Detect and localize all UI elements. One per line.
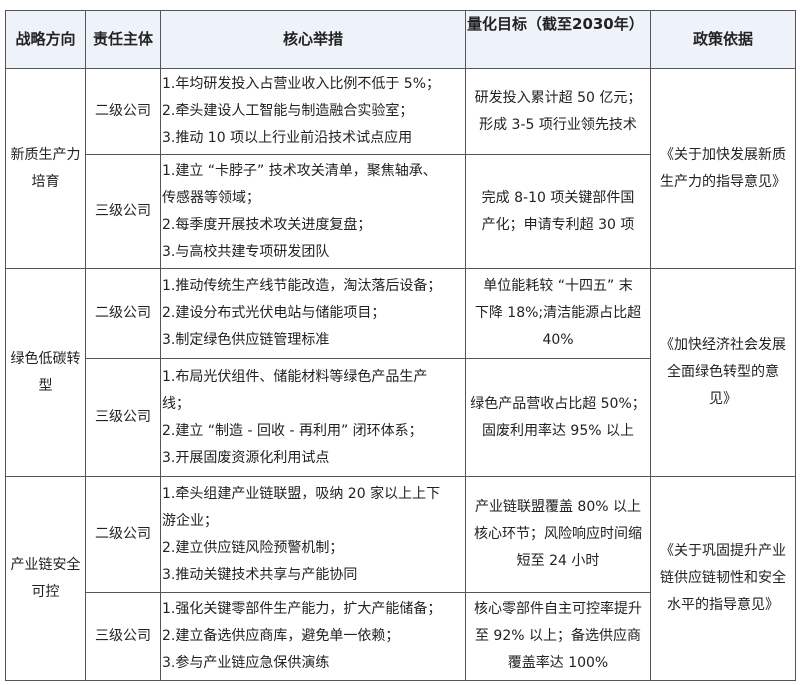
policy-basis-line: 生产力的指导意见》: [660, 173, 786, 190]
core-measures-line: 3.开展固废资源化利用试点: [162, 449, 330, 466]
quantified-targets: 研发投入累计超 50 亿元； 形成 3-5 项行业领先技术: [465, 68, 651, 155]
responsible-entity: 三级公司: [85, 358, 161, 477]
quantified-targets: 产业链联盟覆盖 80% 以上 核心环节；风险响应时间缩 短至 24 小时: [465, 476, 651, 593]
quantified-targets-line: 至 92% 以上；备选供应商: [474, 628, 642, 644]
header-targets: 量化目标（截至2030年）: [465, 10, 651, 69]
responsible-entity: 三级公司: [85, 592, 161, 681]
core-measures-line: 传感器等领域；: [162, 189, 260, 206]
header-row: 战略方向 责任主体 核心举措 量化目标（截至2030年） 政策依据: [5, 10, 796, 69]
responsible-entity: 二级公司: [85, 476, 161, 593]
core-measures-line: 游企业；: [162, 512, 218, 529]
strategy-table: 战略方向 责任主体 核心举措 量化目标（截至2030年） 政策依据 新质生产力培…: [5, 10, 796, 681]
quantified-targets-line: 短至 24 小时: [516, 553, 600, 569]
core-measures-line: 1.年均研发投入占营业收入比例不低于 5%；: [162, 76, 441, 92]
core-measures-line: 2.建立 “制造 - 回收 - 再利用” 闭环体系；: [162, 422, 423, 439]
policy-basis: 《关于巩固提升产业 链供应链韧性和安全 水平的指导意见》: [650, 476, 796, 681]
quantified-targets-line: 形成 3-5 项行业领先技术: [479, 116, 637, 133]
strategy-direction: 绿色低碳转型: [5, 268, 86, 477]
quantified-targets: 单位能耗较 “十四五” 末下降 18%;清洁能源占比超 40%: [465, 268, 651, 359]
quantified-targets-line: 40%: [542, 332, 574, 348]
header-direction: 战略方向: [5, 10, 86, 69]
responsible-entity: 二级公司: [85, 268, 161, 359]
core-measures-line: 1.建立 “卡脖子” 技术攻关清单，聚焦轴承、: [162, 162, 437, 179]
quantified-targets-line: 产化；申请专利超 30 项: [481, 216, 635, 233]
responsible-entity: 三级公司: [85, 154, 161, 269]
core-measures-line: 2.建立备选供应商库，避免单一依赖；: [162, 628, 400, 644]
table-row: 新质生产力 培育 二级公司 1.年均研发投入占营业收入比例不低于 5%； 2.牵头建设人…: [5, 68, 796, 269]
core-measures-line: 1.推动传统生产线节能改造，淘汰落后设备；: [162, 278, 442, 294]
core-measures-line: 1.强化关键零部件生产能力，扩大产能储备；: [162, 601, 442, 617]
core-measures-line: 3.参与产业链应急保供演练: [162, 655, 330, 671]
quantified-targets-line: 下降 18%;清洁能源占比超: [474, 305, 642, 321]
core-measures-line: 3.推动关键技术共享与产能协同: [162, 566, 358, 583]
quantified-targets-line: 完成 8-10 项关键部件国: [481, 189, 635, 206]
policy-basis-line: 全面绿色转型的意: [667, 364, 779, 380]
core-measures: 1.建立 “卡脖子” 技术攻关清单，聚焦轴承、 传感器等领域； 2.每季度开展技术攻…: [160, 154, 466, 269]
policy-basis: 《加快经济社会发展 全面绿色转型的意 见》: [650, 268, 796, 477]
quantified-targets-line: 固废利用率达 95% 以上: [481, 422, 635, 439]
policy-basis-line: 《加快经济社会发展: [660, 337, 786, 353]
core-measures: 1.推动传统生产线节能改造，淘汰落后设备； 2.建设分布式光伏电站与储能项目； 3.…: [160, 268, 466, 359]
header-owner: 责任主体: [85, 10, 161, 69]
quantified-targets-line: 覆盖率达 100%: [507, 655, 609, 671]
policy-basis: 《关于加快发展新质 生产力的指导意见》: [650, 68, 796, 269]
core-measures-line: 2.牵头建设人工智能与制造融合实验室；: [162, 103, 414, 119]
quantified-targets: 完成 8-10 项关键部件国 产化；申请专利超 30 项: [465, 154, 651, 269]
policy-basis-line: 水平的指导意见》: [667, 597, 779, 613]
core-measures: 1.强化关键零部件生产能力，扩大产能储备； 2.建立备选供应商库，避免单一依赖； 3…: [160, 592, 466, 681]
core-measures-line: 2.每季度开展技术攻关进度复盘；: [162, 216, 372, 233]
core-measures-line: 3.与高校共建专项研发团队: [162, 243, 330, 260]
quantified-targets-line: 绿色产品营收占比超 50%；: [470, 395, 646, 412]
core-measures-line: 1.牵头组建产业链联盟，吸纳 20 家以上上下: [162, 485, 441, 502]
quantified-targets-line: 核心零部件自主可控率提升: [474, 601, 642, 617]
strategy-direction-line: 培育: [31, 173, 60, 190]
strategy-direction-line: 型: [38, 377, 53, 394]
strategy-direction-line: 可控: [31, 583, 60, 600]
table-row: 三级公司 1.建立 “卡脖子” 技术攻关清单，聚焦轴承、 传感器等领域； 2.每季度开…: [6, 154, 796, 269]
table-row: 产业链安全 可控 二级公司 1.牵头组建产业链联盟，吸纳 20 家以上上下 游企业； 2.…: [5, 476, 796, 681]
table-row: 三级公司 1.布局光伏组件、储能材料等绿色产品生产 线； 2.建立 “制造 - 回收 …: [6, 358, 796, 477]
responsible-entity: 二级公司: [85, 68, 161, 155]
policy-basis-line: 《关于加快发展新质: [660, 146, 786, 163]
strategy-direction-line: 绿色低碳转: [10, 350, 81, 367]
header-policy: 政策依据: [650, 10, 796, 69]
core-measures-line: 3.制定绿色供应链管理标准: [162, 332, 330, 348]
quantified-targets-line: 产业链联盟覆盖 80% 以上: [474, 499, 642, 515]
strategy-direction-line: 产业链安全: [10, 556, 81, 573]
quantified-targets-line: 研发投入累计超 50 亿元；: [474, 89, 642, 106]
table-row: 绿色低碳转型二级公司 1.推动传统生产线节能改造，淘汰落后设备； 2.建设分布式光伏…: [5, 268, 796, 477]
core-measures-line: 2.建立供应链风险预警机制；: [162, 539, 344, 556]
policy-basis-line: 见》: [709, 391, 737, 407]
core-measures: 1.年均研发投入占营业收入比例不低于 5%； 2.牵头建设人工智能与制造融合实验室…: [160, 68, 466, 155]
table-row: 三级公司 1.强化关键零部件生产能力，扩大产能储备； 2.建立备选供应商库，避免单一…: [6, 592, 796, 681]
core-measures-line: 1.布局光伏组件、储能材料等绿色产品生产: [162, 368, 428, 385]
quantified-targets-line: 核心环节；风险响应时间缩: [474, 526, 642, 542]
core-measures: 1.布局光伏组件、储能材料等绿色产品生产 线； 2.建立 “制造 - 回收 - 再利…: [160, 358, 466, 477]
strategy-direction: 产业链安全 可控: [5, 476, 86, 681]
core-measures-line: 3.推动 10 项以上行业前沿技术试点应用: [162, 130, 413, 146]
policy-basis-line: 《关于巩固提升产业: [660, 543, 786, 559]
header-measures: 核心举措: [160, 10, 466, 69]
strategy-direction-line: 新质生产力: [10, 146, 81, 163]
quantified-targets: 绿色产品营收占比超 50%； 固废利用率达 95% 以上: [465, 358, 651, 477]
quantified-targets-line: 单位能耗较 “十四五” 末: [483, 278, 633, 294]
policy-basis-line: 链供应链韧性和安全: [660, 570, 786, 586]
core-measures: 1.牵头组建产业链联盟，吸纳 20 家以上上下 游企业； 2.建立供应链风险预警机制…: [160, 476, 466, 593]
core-measures-line: 线；: [162, 395, 190, 412]
core-measures-line: 2.建设分布式光伏电站与储能项目；: [162, 305, 386, 321]
quantified-targets: 核心零部件自主可控率提升至 92% 以上；备选供应商 覆盖率达 100%: [465, 592, 651, 681]
strategy-direction: 新质生产力 培育: [5, 68, 86, 269]
